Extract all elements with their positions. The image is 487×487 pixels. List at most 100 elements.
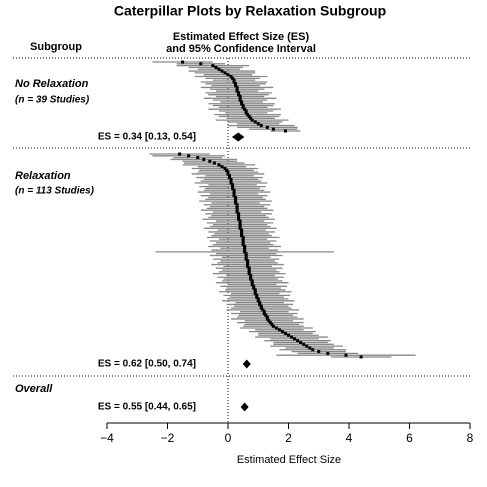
effect-point xyxy=(238,219,242,223)
effect-point xyxy=(237,93,241,97)
effect-point xyxy=(250,118,254,122)
effect-point xyxy=(271,324,275,328)
effect-point xyxy=(311,348,315,352)
effect-point xyxy=(240,228,244,232)
effect-point xyxy=(231,186,235,190)
effect-point xyxy=(252,284,256,288)
subgroup-size: (n = 39 Studies) xyxy=(15,95,90,106)
x-tick-label: 2 xyxy=(285,431,292,445)
effect-point xyxy=(235,87,239,91)
effect-point xyxy=(220,165,224,169)
effect-point xyxy=(290,335,294,339)
effect-point xyxy=(199,62,203,66)
effect-point xyxy=(283,129,287,133)
effect-point xyxy=(226,172,230,176)
effect-point xyxy=(259,124,263,128)
effect-point xyxy=(226,73,230,77)
effect-point xyxy=(240,102,244,106)
effect-point xyxy=(255,295,259,299)
effect-point xyxy=(229,181,233,185)
effect-point xyxy=(261,308,265,312)
effect-point xyxy=(249,273,253,277)
effect-point xyxy=(253,290,257,294)
effect-point xyxy=(277,328,281,332)
effect-point xyxy=(241,237,245,241)
subgroup-name: No Relaxation xyxy=(15,78,89,90)
effect-point xyxy=(274,326,278,330)
effect-point xyxy=(255,293,259,297)
effect-point xyxy=(238,221,242,225)
effect-point xyxy=(265,125,269,129)
effect-point xyxy=(256,297,260,301)
effect-point xyxy=(283,331,287,335)
effect-point xyxy=(256,299,260,303)
effect-point xyxy=(293,337,297,341)
effect-point xyxy=(265,315,269,319)
effect-point xyxy=(232,80,236,84)
effect-point xyxy=(247,272,251,276)
effect-point xyxy=(240,100,244,104)
effect-point xyxy=(238,95,242,98)
effect-point xyxy=(231,183,235,187)
effect-point xyxy=(241,239,245,243)
effect-point xyxy=(241,235,245,239)
effect-point xyxy=(308,346,312,350)
effect-point xyxy=(187,154,191,158)
effect-point xyxy=(262,310,266,314)
effect-point xyxy=(241,104,245,108)
effect-point xyxy=(296,339,300,343)
effect-point xyxy=(252,286,256,290)
effect-point xyxy=(235,206,239,210)
effect-point xyxy=(235,85,239,89)
x-tick-label: −2 xyxy=(161,431,175,445)
effect-point xyxy=(247,268,251,272)
effect-point xyxy=(231,76,235,80)
effect-point xyxy=(229,179,233,183)
effect-point xyxy=(268,321,272,325)
effect-point xyxy=(237,91,241,95)
effect-point xyxy=(241,243,245,247)
effect-point xyxy=(249,116,253,120)
effect-point xyxy=(246,263,250,267)
effect-point xyxy=(223,71,227,75)
x-tick-label: 6 xyxy=(406,431,413,445)
effect-point xyxy=(243,248,247,252)
effect-point xyxy=(178,152,182,156)
effect-point xyxy=(237,212,241,216)
effect-point xyxy=(234,201,238,205)
effect-point xyxy=(262,312,266,315)
effect-point xyxy=(271,127,275,131)
effect-point xyxy=(237,217,241,221)
effect-point xyxy=(238,223,242,227)
subgroup-size: (n = 113 Studies) xyxy=(15,186,95,197)
effect-point xyxy=(223,167,227,170)
effect-point xyxy=(232,190,236,194)
effect-point xyxy=(249,275,253,279)
effect-point xyxy=(267,319,271,323)
effect-header: and 95% Confidence Interval xyxy=(166,43,316,55)
effect-point xyxy=(217,67,221,71)
effect-point xyxy=(317,350,321,354)
effect-point xyxy=(256,122,260,126)
effect-point xyxy=(238,96,242,100)
x-axis-label: Estimated Effect Size xyxy=(237,454,341,466)
effect-point xyxy=(202,157,206,161)
effect-point xyxy=(224,168,228,172)
column-header: Subgroup xyxy=(30,41,82,53)
effect-point xyxy=(212,161,216,165)
effect-point xyxy=(249,277,253,281)
effect-point xyxy=(244,252,248,256)
effect-point xyxy=(264,313,268,317)
effect-point xyxy=(214,65,218,69)
effect-point xyxy=(244,109,248,113)
effect-point xyxy=(287,333,290,337)
effect-point xyxy=(181,60,185,64)
effect-point xyxy=(234,196,238,199)
effect-point xyxy=(247,266,251,270)
chart-title: Caterpillar Plots by Relaxation Subgroup xyxy=(114,3,386,19)
effect-point xyxy=(250,283,254,286)
effect-point xyxy=(359,355,363,359)
effect-point xyxy=(305,344,309,348)
effect-point xyxy=(246,261,250,265)
